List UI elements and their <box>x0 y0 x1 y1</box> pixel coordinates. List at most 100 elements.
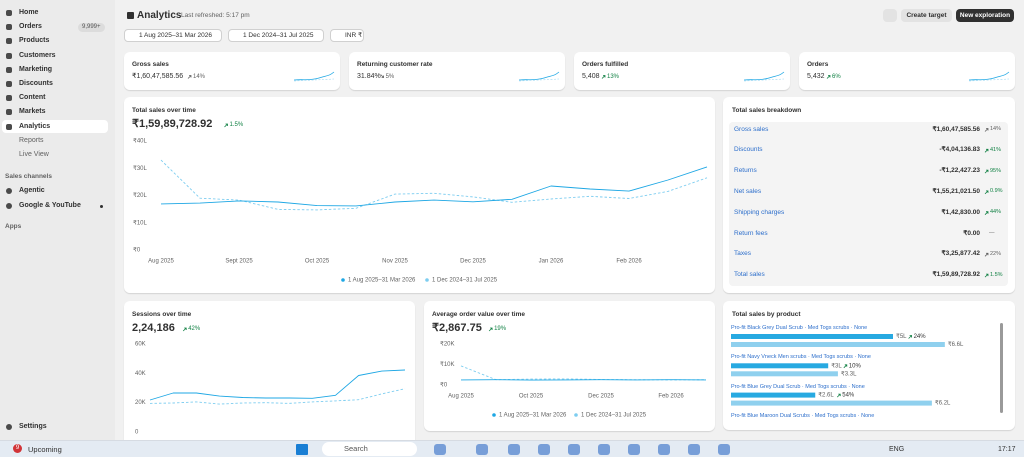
kpi-value: ₹1,60,47,585.56 <box>132 72 183 81</box>
breakdown-value: -₹4,04,136.83 <box>939 145 980 154</box>
breakdown-change: 41% <box>990 146 1001 154</box>
nav-item[interactable]: Marketing <box>19 65 52 75</box>
kpi-value: 5,408 <box>582 72 600 81</box>
products-card <box>723 301 1015 430</box>
date-filter[interactable]: 1 Dec 2024–31 Jul 2025 <box>228 29 324 42</box>
breakdown-label[interactable]: Net sales <box>734 187 761 196</box>
breakdown-value: ₹1,55,21,021.50 <box>932 187 980 196</box>
kpi-card <box>574 52 790 90</box>
kpi-label: Orders <box>807 60 828 69</box>
kpi-card <box>349 52 565 90</box>
kpi-card <box>799 52 1015 90</box>
nav-icon <box>6 53 12 59</box>
breakdown-label[interactable]: Discounts <box>734 145 763 154</box>
nav-subitem[interactable]: Reports <box>19 136 44 146</box>
kpi-label: Gross sales <box>132 60 169 69</box>
nav-icon <box>6 67 12 73</box>
section-label: Apps <box>5 222 21 232</box>
nav-item[interactable]: Customers <box>19 51 56 61</box>
nav-icon <box>6 124 12 130</box>
nav-item[interactable]: Orders <box>19 22 42 32</box>
sidebar <box>0 0 115 440</box>
taskbar-app[interactable] <box>658 444 670 455</box>
breakdown-value: ₹1,59,89,728.92 <box>932 270 980 279</box>
breakdown-change: 14% <box>990 125 1001 133</box>
product-name[interactable]: Pro-fit Navy Vneck Men scrubs · Med Togs… <box>731 353 871 361</box>
breakdown-label[interactable]: Total sales <box>734 270 765 279</box>
taskbar-app[interactable] <box>568 444 580 455</box>
date-filter[interactable]: 1 Aug 2025–31 Mar 2026 <box>124 29 222 42</box>
more-button[interactable] <box>883 9 897 22</box>
taskbar-app[interactable] <box>628 444 640 455</box>
breakdown-label[interactable]: Return fees <box>734 229 768 238</box>
chart-card <box>424 301 715 431</box>
nav-item[interactable]: Markets <box>19 107 45 117</box>
breakdown-change: 22% <box>990 250 1001 258</box>
nav-icon <box>6 38 12 44</box>
nav-icon <box>6 109 12 115</box>
nav-item[interactable]: Content <box>19 93 45 103</box>
orders-badge: 9,999+ <box>78 23 105 32</box>
kpi-label: Returning customer rate <box>357 60 433 69</box>
taskbar-app[interactable] <box>688 444 700 455</box>
weather-badge: 9 <box>13 444 22 453</box>
kpi-value: 31.84% <box>357 72 381 81</box>
chart-value: ₹1,59,89,728.92 <box>132 118 212 131</box>
breakdown-value: ₹1,60,47,585.56 <box>932 125 980 134</box>
breakdown-label[interactable]: Gross sales <box>734 125 768 134</box>
breakdown-change: — <box>989 229 995 237</box>
kpi-card <box>124 52 340 90</box>
nav-item[interactable]: Home <box>19 8 38 18</box>
nav-item[interactable]: Settings <box>19 422 47 432</box>
kpi-change: 14% <box>193 73 205 81</box>
taskbar-app[interactable] <box>434 444 446 455</box>
nav-icon <box>6 10 12 16</box>
section-label: Sales channels <box>5 172 52 182</box>
breakdown-change: 95% <box>990 167 1001 175</box>
nav-selected <box>2 120 108 133</box>
taskbar-upcoming[interactable]: Upcoming <box>28 445 62 455</box>
nav-item[interactable]: Discounts <box>19 79 53 89</box>
scrollbar <box>1000 323 1003 413</box>
nav-icon <box>6 24 12 30</box>
date-filter[interactable]: INR ₹ <box>330 29 364 42</box>
chart-change: 19% <box>494 325 506 333</box>
taskbar-app[interactable] <box>718 444 730 455</box>
create-target-button[interactable]: Create target <box>901 9 952 22</box>
page-title: Analytics <box>137 9 181 22</box>
kpi-change: 13% <box>607 73 619 81</box>
breakdown-change: 0.9% <box>990 187 1003 195</box>
product-name[interactable]: Pro-fit Blue Grey Dual Scrub · Med Togs … <box>731 383 865 391</box>
channel-icon <box>6 188 12 194</box>
refreshed: Last refreshed: 5:17 pm <box>181 11 250 20</box>
nav-subitem[interactable]: Live View <box>19 150 49 160</box>
nav-item[interactable]: Analytics <box>19 122 50 132</box>
taskbar-time: 17:17 <box>998 445 1016 455</box>
breakdown-label[interactable]: Shipping charges <box>734 208 784 217</box>
chart-title: Total sales over time <box>132 106 196 115</box>
product-name[interactable]: Pro-fit Black Grey Dual Scrub · Med Togs… <box>731 324 867 332</box>
taskbar-app[interactable] <box>598 444 610 455</box>
chart-value: ₹2,867.75 <box>432 322 482 335</box>
channel-item[interactable]: Google & YouTube <box>19 201 81 211</box>
new-exploration-button[interactable]: New exploration <box>956 9 1014 22</box>
kpi-label: Orders fulfilled <box>582 60 628 69</box>
taskbar-app[interactable] <box>538 444 550 455</box>
nav-icon <box>6 95 12 101</box>
taskbar-app[interactable] <box>476 444 488 455</box>
breakdown-label[interactable]: Taxes <box>734 249 751 258</box>
taskbar-start[interactable] <box>296 444 308 455</box>
taskbar-search[interactable]: Search <box>322 442 417 456</box>
taskbar-app[interactable] <box>508 444 520 455</box>
chart-change: 1.5% <box>230 121 244 129</box>
channel-item[interactable]: Agentic <box>19 186 45 196</box>
chart-card <box>124 97 715 293</box>
header-icon <box>127 12 134 19</box>
chart-title: Sessions over time <box>132 310 191 319</box>
settings-icon <box>6 424 12 430</box>
breakdown-label[interactable]: Returns <box>734 166 757 175</box>
chart-change: 42% <box>188 325 200 333</box>
nav-item[interactable]: Products <box>19 36 49 46</box>
product-name[interactable]: Pro-fit Blue Maroon Dual Scrubs · Med To… <box>731 412 874 420</box>
